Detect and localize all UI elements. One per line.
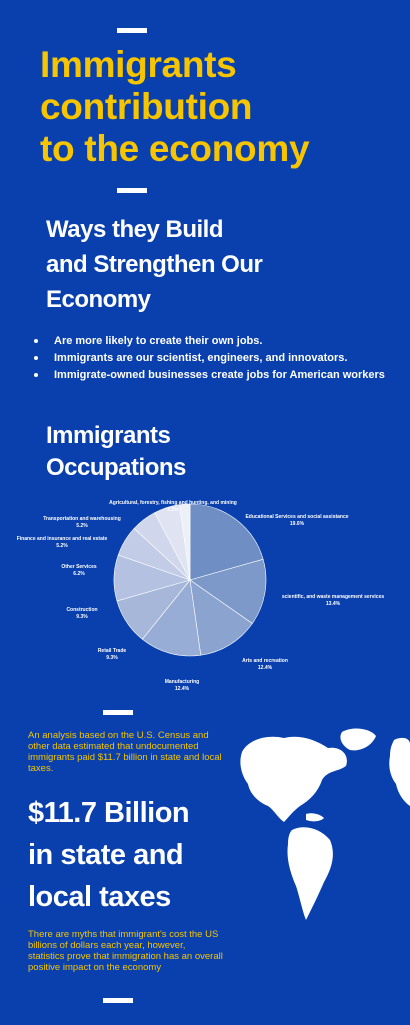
slice-value-label: 12.4%	[175, 686, 190, 690]
europe-africa-edge-shape	[389, 737, 410, 806]
ways-heading: Ways they Build and Strengthen Our Econo…	[46, 212, 376, 317]
world-map-icon	[240, 728, 410, 920]
tax-stat-line: in state and	[28, 839, 184, 871]
slice-label: Other Services	[61, 564, 97, 570]
slice-value-label: 5.2%	[56, 543, 68, 549]
analysis-text: An analysis based on the U.S. Census and…	[28, 730, 222, 774]
caribbean-shape	[306, 813, 324, 822]
slice-value-label: 5.2%	[76, 523, 88, 529]
title-line: contribution	[40, 86, 253, 127]
myths-text: There are myths that immigrant's cost th…	[28, 929, 223, 973]
occupations-heading-line: Occupations	[46, 454, 186, 481]
greenland-shape	[340, 728, 376, 751]
pie-slice	[189, 558, 267, 624]
ways-list: Are more likely to create their own jobs…	[28, 333, 388, 384]
pie-slice	[179, 503, 191, 581]
title-line: Immigrants	[40, 44, 237, 85]
slice-label: Transportation and warehousing	[43, 516, 121, 522]
slice-label: Educational Services and social assistan…	[245, 514, 348, 520]
slice-label: Construction	[66, 607, 97, 613]
occupations-heading: Immigrants Occupations	[46, 420, 186, 484]
slice-value-label: 13.4%	[326, 601, 341, 607]
ways-heading-line: Ways they Build	[46, 216, 223, 243]
slice-label: Finance and insurance and real estate	[17, 536, 108, 542]
occupations-heading-line: Immigrants	[46, 422, 171, 449]
list-item: Immigrants are our scientist, engineers,…	[28, 350, 388, 366]
pie-slice	[141, 579, 202, 657]
page-title: Immigrants contribution to the economy	[40, 44, 390, 170]
slice-label: Agricultural, forestry, fishing and hunt…	[109, 500, 237, 506]
slice-label: Retail Trade	[98, 648, 127, 654]
slice-value-label: 9.3%	[76, 614, 88, 620]
south-america-shape	[287, 827, 333, 920]
title-line: to the economy	[40, 128, 310, 169]
pie-slice	[189, 503, 264, 581]
slice-label: Manufacturing	[165, 679, 199, 685]
slice-value-label: 19.6%	[290, 521, 305, 527]
slice-label: scientific, and waste management service…	[282, 594, 384, 600]
divider-top	[117, 28, 147, 33]
slice-value-label: 6.2%	[73, 571, 85, 577]
north-america-shape	[240, 736, 347, 822]
divider-bottom	[103, 998, 133, 1003]
divider-under-title	[117, 188, 147, 193]
slice-value-label: 12.4%	[258, 665, 273, 671]
ways-heading-line: and Strengthen Our	[46, 251, 263, 278]
tax-stat: $11.7 Billion in state and local taxes	[28, 792, 248, 918]
pie-slice	[189, 579, 253, 656]
slice-value-label: 2.1%	[167, 507, 179, 513]
tax-stat-line: $11.7 Billion	[28, 797, 190, 829]
slice-value-label: 9.3%	[106, 655, 118, 661]
tax-stat-line: local taxes	[28, 881, 171, 913]
divider-middle	[103, 710, 133, 715]
list-item: Are more likely to create their own jobs…	[28, 333, 388, 349]
occupations-pie-chart: Educational Services and social assistan…	[17, 500, 385, 690]
ways-heading-line: Economy	[46, 286, 151, 313]
list-item: Immigrate-owned businesses create jobs f…	[28, 367, 388, 383]
slice-label: Arts and recreation	[242, 658, 288, 664]
